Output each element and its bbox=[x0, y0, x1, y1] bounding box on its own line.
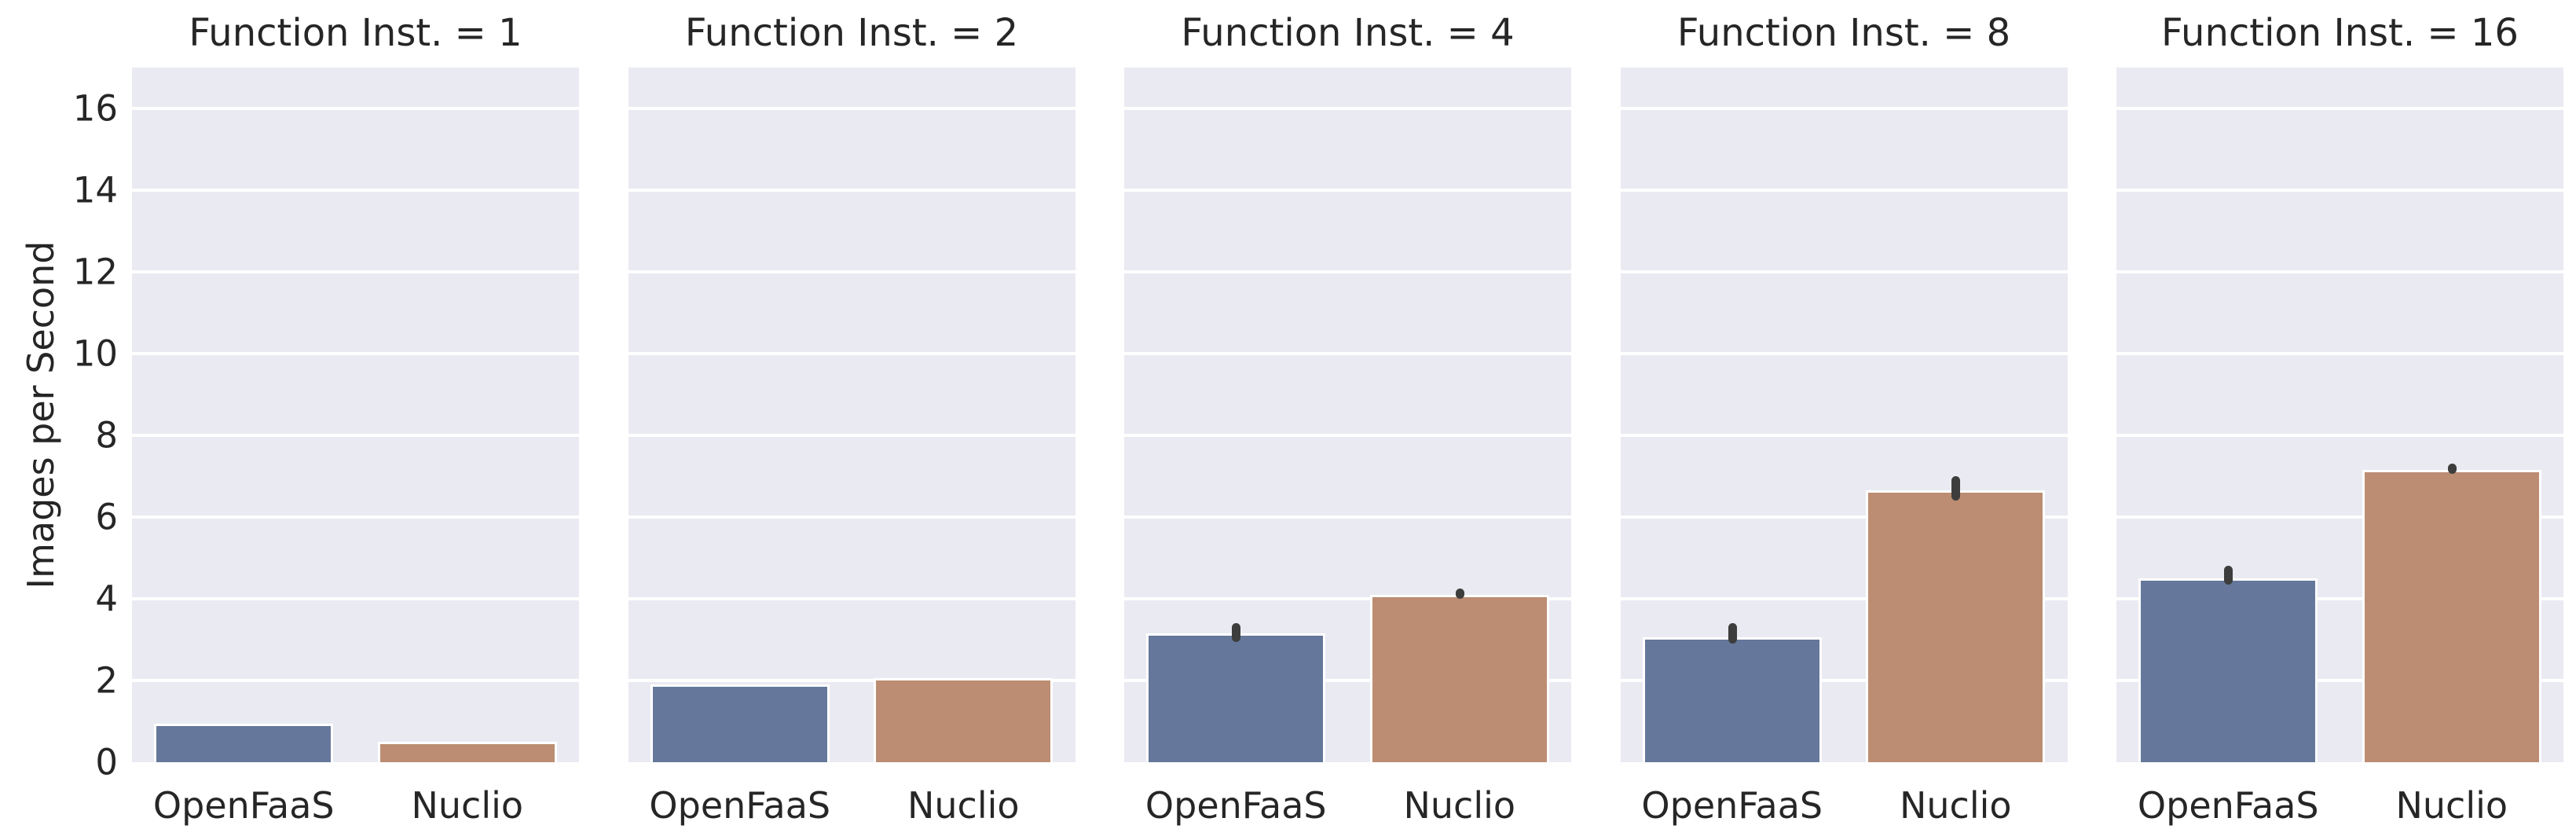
x-tick-label-openfaas: OpenFaaS bbox=[649, 784, 831, 827]
gridline bbox=[1620, 270, 2068, 273]
x-tick-label-nuclio: Nuclio bbox=[1403, 784, 1516, 827]
gridline bbox=[1124, 434, 1571, 437]
y-tick-label: 8 bbox=[95, 414, 118, 457]
openfaas-bar bbox=[2138, 578, 2318, 762]
facet-panel: Function Inst. = 1 OpenFaaS Nuclio bbox=[132, 0, 579, 840]
facet-title: Function Inst. = 4 bbox=[1181, 11, 1515, 55]
gridline bbox=[132, 515, 579, 519]
gridline bbox=[628, 189, 1075, 192]
gridline bbox=[628, 107, 1075, 110]
gridline bbox=[2116, 107, 2563, 110]
gridline bbox=[1620, 189, 2068, 192]
gridline bbox=[2116, 189, 2563, 192]
y-tick-label: 14 bbox=[72, 169, 118, 211]
plot-area bbox=[628, 68, 1075, 762]
nuclio-bar bbox=[377, 742, 557, 762]
gridline bbox=[1620, 107, 2068, 110]
gridline bbox=[1124, 679, 1571, 682]
facet-panel: Function Inst. = 4 OpenFaaS Nuclio bbox=[1124, 0, 1571, 840]
gridline bbox=[2116, 679, 2563, 682]
nuclio-bar bbox=[1369, 595, 1549, 762]
error-bar bbox=[1728, 623, 1737, 644]
facet-panel: Function Inst. = 2 OpenFaaS Nuclio bbox=[628, 0, 1075, 840]
y-tick-label: 12 bbox=[72, 251, 118, 293]
facet-panel: Function Inst. = 8 OpenFaaS Nuclio bbox=[1620, 0, 2068, 840]
y-tick-label: 4 bbox=[95, 578, 118, 620]
gridline bbox=[1124, 515, 1571, 519]
gridline bbox=[1124, 597, 1571, 600]
gridline bbox=[2116, 434, 2563, 437]
gridline bbox=[2116, 352, 2563, 355]
gridline bbox=[1620, 352, 2068, 355]
x-tick-label-nuclio: Nuclio bbox=[907, 784, 1020, 827]
gridline bbox=[1124, 189, 1571, 192]
openfaas-bar bbox=[154, 724, 334, 762]
gridline bbox=[132, 434, 579, 437]
gridline bbox=[628, 679, 1075, 682]
error-bar bbox=[1455, 589, 1464, 599]
y-tick-label: 0 bbox=[95, 741, 118, 783]
gridline bbox=[2116, 270, 2563, 273]
facet-title: Function Inst. = 8 bbox=[1676, 11, 2011, 55]
gridline bbox=[132, 189, 579, 192]
y-tick-label: 2 bbox=[95, 659, 118, 702]
error-bar bbox=[2447, 464, 2457, 475]
openfaas-bar bbox=[650, 684, 830, 762]
gridline bbox=[1620, 597, 2068, 600]
y-tick-label: 10 bbox=[72, 332, 118, 375]
nuclio-bar bbox=[874, 678, 1053, 762]
gridline bbox=[628, 270, 1075, 273]
nuclio-bar bbox=[1866, 490, 2046, 762]
x-tick-label-nuclio: Nuclio bbox=[2395, 784, 2508, 827]
gridline bbox=[628, 352, 1075, 355]
gridline bbox=[132, 107, 579, 110]
gridline bbox=[628, 434, 1075, 437]
gridline bbox=[132, 270, 579, 273]
error-bar bbox=[1232, 623, 1241, 642]
error-bar bbox=[2224, 566, 2233, 585]
gridline bbox=[132, 679, 579, 682]
facet-title: Function Inst. = 2 bbox=[684, 11, 1019, 55]
x-tick-label-openfaas: OpenFaaS bbox=[1641, 784, 1823, 827]
y-tick-label: 16 bbox=[72, 87, 118, 130]
facet-title: Function Inst. = 1 bbox=[189, 11, 522, 55]
nuclio-bar bbox=[2362, 470, 2541, 762]
gridline bbox=[2116, 515, 2563, 519]
facet-title: Function Inst. = 16 bbox=[2161, 11, 2519, 55]
gridline bbox=[132, 352, 579, 355]
gridline bbox=[1620, 434, 2068, 437]
gridline bbox=[1620, 515, 2068, 519]
error-bar bbox=[1951, 476, 1961, 501]
gridline bbox=[628, 597, 1075, 600]
openfaas-bar bbox=[1146, 633, 1326, 762]
gridline bbox=[1124, 352, 1571, 355]
facet-panel: Function Inst. = 16 OpenFaaS Nuclio bbox=[2116, 0, 2563, 840]
y-tick-label: 6 bbox=[95, 496, 118, 538]
gridline bbox=[2116, 597, 2563, 600]
plot-area bbox=[132, 68, 579, 762]
x-tick-label-nuclio: Nuclio bbox=[411, 784, 524, 827]
gridline bbox=[628, 515, 1075, 519]
gridline bbox=[1620, 679, 2068, 682]
gridline bbox=[132, 597, 579, 600]
x-tick-label-nuclio: Nuclio bbox=[1899, 784, 2012, 827]
x-tick-label-openfaas: OpenFaaS bbox=[2137, 784, 2319, 827]
gridline bbox=[1124, 107, 1571, 110]
x-tick-label-openfaas: OpenFaaS bbox=[152, 784, 335, 827]
gridline bbox=[1124, 270, 1571, 273]
x-tick-label-openfaas: OpenFaaS bbox=[1145, 784, 1327, 827]
openfaas-bar bbox=[1642, 637, 1822, 762]
